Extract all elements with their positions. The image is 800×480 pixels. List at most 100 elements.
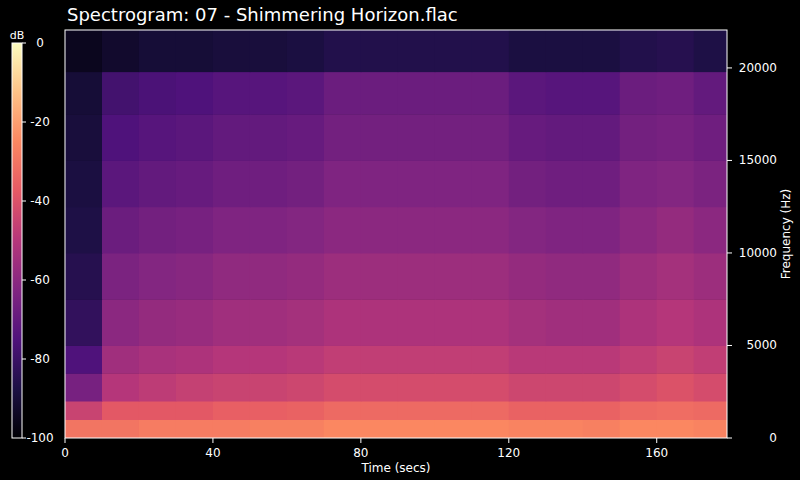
cell <box>139 72 176 115</box>
cell <box>250 160 287 207</box>
cell <box>324 114 361 161</box>
cell <box>250 419 287 438</box>
colorbar-tick <box>22 122 26 123</box>
cell <box>287 114 324 161</box>
cell <box>657 253 694 300</box>
cell <box>213 401 250 420</box>
cell <box>546 373 583 401</box>
cell <box>102 401 139 420</box>
cell <box>620 207 657 254</box>
cell <box>324 299 361 346</box>
colorbar-label: dB <box>10 29 25 42</box>
cell <box>583 299 620 346</box>
cell <box>361 72 398 115</box>
cell <box>620 419 657 438</box>
cell <box>361 207 398 254</box>
cell <box>102 345 139 373</box>
cell <box>583 401 620 420</box>
title: Spectrogram: 07 - Shimmering Horizon.fla… <box>67 4 458 25</box>
cell <box>546 160 583 207</box>
y-tick <box>727 345 732 346</box>
plot-frame <box>65 30 727 438</box>
cell <box>250 373 287 401</box>
cell <box>509 373 546 401</box>
cell <box>435 114 472 161</box>
x-tick <box>65 438 66 443</box>
y-axis-label: Frequency (Hz) <box>779 189 793 280</box>
cell <box>102 72 139 115</box>
cell <box>398 373 435 401</box>
cell <box>398 114 435 161</box>
cell <box>694 299 727 346</box>
cell <box>213 253 250 300</box>
cell <box>324 345 361 373</box>
cell <box>361 30 398 72</box>
cell <box>509 160 546 207</box>
cell <box>139 419 176 438</box>
cell <box>361 419 398 438</box>
cell <box>435 345 472 373</box>
cells <box>65 30 727 438</box>
cell <box>583 373 620 401</box>
cell <box>250 253 287 300</box>
cell <box>620 253 657 300</box>
cell <box>546 299 583 346</box>
cell <box>102 419 139 438</box>
cell <box>65 30 102 72</box>
cell <box>176 30 213 72</box>
cell <box>657 72 694 115</box>
cell <box>65 401 102 420</box>
cell <box>694 253 727 300</box>
x-tick-label: 0 <box>61 446 69 460</box>
cell <box>657 299 694 346</box>
cell <box>509 345 546 373</box>
cell <box>213 373 250 401</box>
y-tick-label: 10000 <box>739 246 777 260</box>
cell <box>361 299 398 346</box>
colorbar-tick <box>22 201 26 202</box>
cell <box>620 160 657 207</box>
cell <box>139 401 176 420</box>
cell <box>583 207 620 254</box>
cell <box>287 253 324 300</box>
cell <box>694 207 727 254</box>
cell <box>102 299 139 346</box>
cell <box>509 72 546 115</box>
cell <box>176 160 213 207</box>
cell <box>620 30 657 72</box>
cell <box>139 345 176 373</box>
colorbar-tick <box>22 280 26 281</box>
cell <box>472 253 509 300</box>
cell <box>65 114 102 161</box>
cell <box>287 30 324 72</box>
cell <box>287 345 324 373</box>
cell <box>176 373 213 401</box>
cell <box>65 345 102 373</box>
cell <box>287 373 324 401</box>
cell <box>102 253 139 300</box>
cell <box>398 401 435 420</box>
cell <box>139 373 176 401</box>
cell <box>435 401 472 420</box>
y-tick <box>727 160 732 161</box>
cell <box>694 419 727 438</box>
cell <box>546 253 583 300</box>
cell <box>213 299 250 346</box>
cell <box>65 207 102 254</box>
cell <box>361 345 398 373</box>
cell <box>250 114 287 161</box>
cell <box>435 253 472 300</box>
cell <box>139 114 176 161</box>
cell <box>361 401 398 420</box>
cell <box>472 160 509 207</box>
cell <box>65 72 102 115</box>
cell <box>398 207 435 254</box>
cell <box>546 30 583 72</box>
x-tick-label: 40 <box>205 446 220 460</box>
background <box>0 0 800 480</box>
cell <box>102 160 139 207</box>
cell <box>435 30 472 72</box>
cell <box>435 160 472 207</box>
colorbar-tick-label: -100 <box>26 431 53 445</box>
cell <box>435 373 472 401</box>
